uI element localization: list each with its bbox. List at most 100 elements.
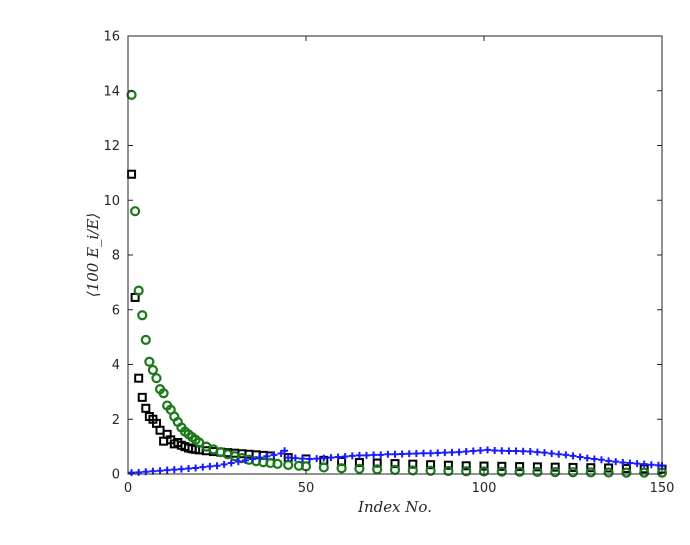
data-point	[405, 450, 413, 458]
data-point	[533, 448, 541, 456]
data-point	[306, 455, 314, 463]
data-point	[555, 450, 563, 458]
data-point	[249, 455, 257, 463]
data-point	[455, 448, 463, 456]
data-point	[640, 460, 648, 468]
data-point	[151, 373, 162, 384]
data-point	[370, 451, 378, 459]
data-point	[263, 452, 271, 460]
data-point	[597, 456, 605, 464]
data-point	[612, 458, 620, 466]
data-point	[408, 459, 418, 469]
data-point	[425, 465, 436, 476]
data-point	[277, 449, 285, 457]
y-tick-label: 2	[112, 413, 120, 428]
data-point	[633, 460, 641, 468]
data-point	[227, 459, 235, 467]
data-point	[128, 469, 136, 477]
data-point	[355, 451, 363, 459]
data-point	[272, 458, 283, 469]
data-point	[156, 467, 164, 475]
data-point	[327, 454, 335, 462]
data-point	[505, 447, 513, 455]
ticks: 0 50 100 150 0 2 4 6 8 10 12 14 16	[103, 30, 674, 497]
data-point	[512, 447, 520, 455]
data-point	[469, 447, 477, 455]
data-point	[626, 459, 634, 467]
data-point	[234, 458, 242, 466]
data-point	[434, 449, 442, 457]
data-point	[427, 449, 435, 457]
y-axis-label: ⟨100 E_i/E⟩	[84, 213, 102, 297]
data-point	[320, 454, 328, 462]
data-point	[497, 461, 507, 471]
data-point	[478, 466, 490, 477]
x-axis-label: Index No.	[357, 498, 432, 516]
data-point	[562, 451, 570, 459]
data-point	[647, 461, 655, 469]
data-point	[192, 464, 200, 472]
data-point	[170, 466, 178, 474]
x-tick-label: 0	[124, 481, 132, 496]
data-point	[141, 403, 151, 413]
data-point	[462, 448, 470, 456]
data-point	[334, 453, 342, 461]
data-point	[412, 449, 420, 457]
data-point	[199, 463, 207, 471]
data-point	[270, 451, 278, 459]
data-point	[519, 447, 527, 455]
data-point	[130, 206, 141, 217]
data-point	[476, 446, 484, 454]
data-point	[372, 458, 382, 468]
data-point	[619, 459, 627, 467]
data-point	[514, 466, 525, 477]
data-point	[532, 462, 542, 472]
data-point	[586, 463, 596, 473]
data-point	[461, 461, 471, 471]
data-point	[213, 462, 221, 470]
data-point	[605, 457, 613, 465]
y-tick-label: 14	[103, 84, 120, 99]
data-point	[491, 446, 499, 454]
data-point	[515, 462, 525, 472]
y-tick-label: 10	[103, 194, 120, 209]
data-point	[313, 455, 321, 463]
data-point	[585, 467, 596, 478]
data-point	[377, 451, 385, 459]
data-point	[576, 453, 584, 461]
data-point	[363, 451, 371, 459]
data-point	[220, 460, 228, 468]
data-point	[137, 310, 148, 321]
y-tick-label: 16	[103, 30, 120, 45]
data-point	[419, 449, 427, 457]
data-point	[291, 454, 299, 462]
x-tick-label: 150	[650, 481, 675, 496]
data-point	[318, 462, 329, 473]
data-point	[550, 462, 560, 472]
y-tick-label: 8	[112, 249, 120, 264]
data-point	[498, 447, 506, 455]
y-tick-label: 6	[112, 303, 120, 318]
data-point	[548, 449, 556, 457]
y-tick-label: 4	[112, 358, 120, 373]
data-point	[496, 466, 507, 477]
data-point	[144, 356, 155, 367]
data-point	[604, 463, 614, 473]
data-point	[147, 364, 159, 376]
series-plus	[128, 446, 666, 477]
data-point	[384, 450, 392, 458]
data-point	[135, 468, 143, 476]
data-point	[298, 455, 306, 463]
data-point	[284, 454, 292, 462]
data-point	[133, 285, 144, 296]
data-point	[590, 455, 598, 463]
y-tick-label: 0	[112, 468, 120, 483]
data-point	[621, 467, 632, 478]
data-point	[341, 452, 349, 460]
data-point	[194, 437, 205, 448]
data-point	[484, 446, 492, 454]
data-point	[639, 467, 650, 478]
data-point	[163, 466, 171, 474]
data-point	[140, 334, 151, 345]
